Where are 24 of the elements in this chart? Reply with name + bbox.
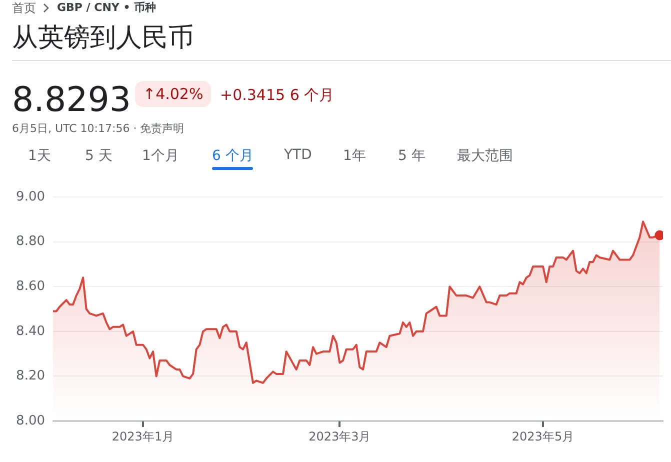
chart-title: 从英镑到人民币 (12, 22, 194, 55)
y-tick-label: 8.60 (16, 278, 45, 294)
y-tick-label: 8.00 (16, 413, 45, 428)
text: 5 天 (85, 147, 112, 165)
y-tick-label: 8.80 (16, 234, 45, 250)
x-tick-label: 2023年5月 (512, 429, 574, 444)
text: 8.8293 (12, 80, 131, 120)
text: 1年 (343, 147, 366, 165)
text: YTD (284, 147, 312, 163)
text: 6 个月 (212, 147, 254, 165)
text: ↑4.02% (135, 81, 212, 107)
text: 1天 (28, 147, 51, 165)
text: GBP / CNY • 币种 (57, 0, 156, 15)
x-tick-label: 2023年1月 (112, 429, 174, 444)
y-tick-label: 9.00 (16, 189, 45, 204)
text: 最大范围 (457, 147, 513, 165)
text: 5 年 (398, 147, 426, 165)
text: 1个月 (142, 147, 179, 165)
y-tick-label: 8.40 (16, 324, 45, 339)
text: +0.3415 6 个月 (220, 86, 334, 105)
text: 首页 (12, 0, 36, 17)
x-tick-label: 2023年3月 (308, 429, 371, 444)
y-tick-label: 8.20 (16, 368, 45, 384)
text: 6月5日, UTC 10:17:56 · 免责声明 (12, 121, 184, 136)
